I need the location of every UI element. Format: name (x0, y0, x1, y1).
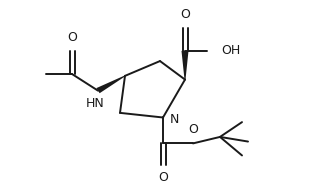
Text: HN: HN (85, 97, 105, 110)
Text: O: O (188, 123, 198, 136)
Text: OH: OH (221, 44, 240, 57)
Text: N: N (170, 113, 179, 126)
Text: O: O (67, 31, 77, 44)
Polygon shape (96, 75, 125, 93)
Polygon shape (182, 51, 188, 79)
Text: O: O (180, 8, 190, 21)
Text: O: O (158, 171, 168, 184)
